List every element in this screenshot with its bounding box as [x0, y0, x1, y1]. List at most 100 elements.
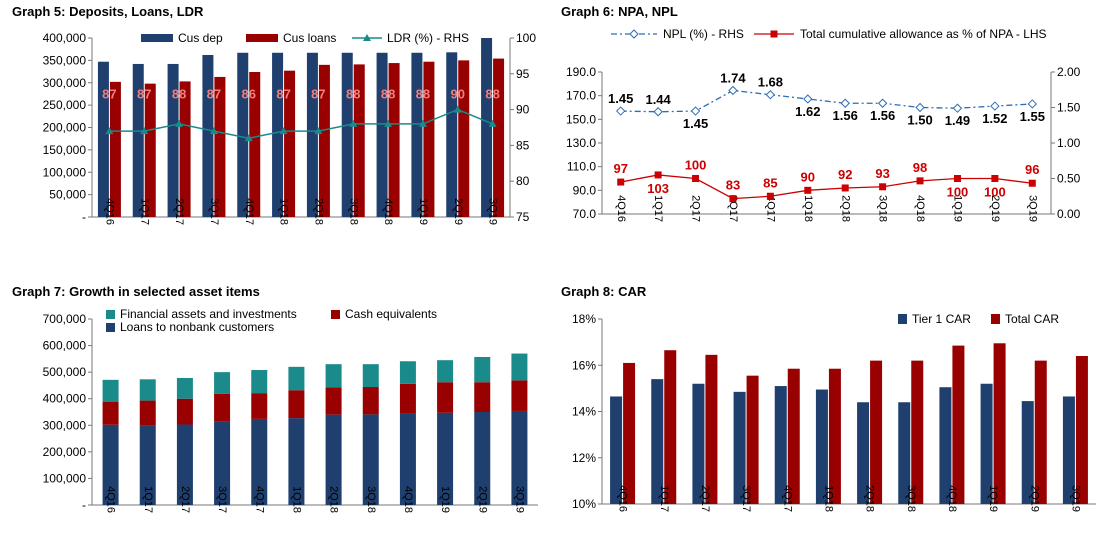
data-label: 96 — [1025, 162, 1039, 177]
chart-g6: 70.0 90.0 110.0 130.0 150.0 170.0 190.0 0.00 0.5… — [566, 27, 1081, 222]
y-tick-label: 0.50 — [1057, 172, 1081, 186]
bar-cus-dep — [341, 52, 353, 217]
legend-marker — [363, 34, 371, 41]
data-label: 88 — [172, 86, 186, 101]
legend-label: Total cumulative allowance as % of NPA -… — [800, 27, 1047, 41]
bar-cus-loans — [493, 58, 505, 218]
data-label: 92 — [838, 167, 852, 182]
bar-segment — [437, 360, 454, 383]
x-tick-label: 2Q18 — [864, 485, 876, 512]
data-point — [314, 127, 323, 135]
data-label: 87 — [311, 86, 325, 101]
legend-label: Cus dep — [178, 31, 223, 45]
data-label: 1.52 — [982, 111, 1007, 126]
bar-segment — [288, 418, 305, 505]
legend-swatch — [246, 34, 278, 42]
chart-title: Graph 7: Growth in selected asset items — [12, 284, 260, 299]
bar-segment — [214, 372, 231, 394]
bar-segment — [362, 364, 379, 388]
data-point — [841, 184, 849, 192]
data-label: 1.56 — [870, 108, 895, 123]
bar-tier1-car — [692, 383, 705, 504]
y-tick-label: 1.50 — [1057, 101, 1081, 115]
x-tick-label: 2Q19 — [452, 198, 464, 225]
bar-total-car — [623, 362, 636, 504]
data-point — [804, 186, 812, 194]
y-tick-label: 14% — [572, 405, 596, 419]
data-point — [418, 119, 427, 127]
x-tick-label: 3Q17 — [216, 486, 228, 513]
x-tick-label: 2Q18 — [328, 486, 340, 513]
bar-tier1-car — [898, 402, 911, 504]
chart-panel-g7: Graph 7: Growth in selected asset items … — [0, 280, 545, 553]
bar-cus-dep — [481, 38, 493, 217]
data-label: 1.68 — [758, 75, 783, 90]
bar-tier1-car — [651, 379, 664, 504]
x-tick-label: 4Q18 — [402, 486, 414, 513]
x-tick-label: 3Q18 — [365, 486, 377, 513]
x-tick-label: 4Q16 — [105, 486, 117, 513]
bar-total-car — [705, 354, 718, 504]
data-label: 1.62 — [795, 104, 820, 119]
bar-cus-dep — [237, 52, 249, 217]
x-tick-label: 3Q19 — [514, 486, 526, 513]
x-tick-label: 1Q19 — [439, 486, 451, 513]
x-tick-label: 1Q19 — [952, 195, 964, 222]
x-tick-label: 1Q19 — [987, 485, 999, 512]
y-tick-label: 110.0 — [567, 160, 596, 174]
bar-segment — [102, 424, 119, 505]
data-label: 88 — [381, 86, 395, 101]
bar-tier1-car — [1062, 396, 1075, 504]
line-allowance — [620, 174, 1033, 200]
data-label: 87 — [276, 86, 290, 101]
y-tick-label: 12% — [572, 451, 596, 465]
bar-segment — [288, 366, 305, 391]
bar-segment — [362, 387, 379, 415]
data-label: 100 — [984, 185, 1006, 200]
data-label: 1.45 — [608, 91, 633, 106]
bar-segment — [214, 421, 231, 505]
y-tick-label: 500,000 — [43, 365, 87, 379]
bar-cus-dep — [97, 61, 109, 217]
bar-segment — [102, 379, 119, 402]
bar-total-car — [664, 350, 677, 504]
data-label: 103 — [647, 181, 669, 196]
legend-label: Loans to nonbank customers — [120, 320, 274, 334]
x-tick-label: 4Q16 — [617, 485, 629, 512]
bar-segment — [214, 393, 231, 422]
data-point — [765, 90, 776, 100]
bar-segment — [139, 379, 156, 401]
x-tick-label: 4Q17 — [253, 486, 265, 513]
data-point — [766, 192, 774, 200]
data-point — [175, 119, 184, 127]
bar-cus-loans — [109, 81, 121, 217]
bar-cus-dep — [306, 52, 318, 217]
y-tick-label: 150,000 — [43, 143, 87, 157]
data-point — [384, 119, 393, 127]
chart-panel-g8: Graph 8: CAR 10% 12% 14% 16% 18% 4Q16 1Q17 2Q17… — [555, 280, 1111, 553]
y-tick-label: 300,000 — [43, 418, 87, 432]
x-tick-label: 4Q17 — [764, 195, 776, 222]
bar-segment — [176, 424, 193, 505]
x-tick-label: 3Q17 — [208, 198, 220, 225]
bar-tier1-car — [610, 396, 623, 504]
bar-segment — [176, 398, 193, 425]
data-label: 87 — [207, 86, 221, 101]
x-tick-label: 1Q18 — [291, 486, 303, 513]
data-label: 1.49 — [945, 113, 970, 128]
data-point — [915, 102, 925, 113]
x-tick-label: 3Q18 — [877, 195, 889, 222]
y-tick-label: 200,000 — [43, 445, 87, 459]
legend-swatch — [106, 323, 115, 332]
bar-tier1-car — [733, 391, 746, 504]
bar-segment — [437, 412, 454, 505]
data-label: 90 — [451, 86, 465, 101]
data-label: 1.50 — [907, 113, 932, 128]
data-label: 1.44 — [645, 92, 671, 107]
bar-cus-dep — [411, 52, 423, 217]
x-tick-label: 3Q19 — [1070, 485, 1082, 512]
bar-segment — [474, 382, 491, 412]
chart-panel-g5: Graph 5: Deposits, Loans, LDR - 50,000 100… — [0, 0, 545, 275]
x-tick-label: 1Q17 — [142, 486, 154, 513]
bar-total-car — [952, 345, 965, 504]
